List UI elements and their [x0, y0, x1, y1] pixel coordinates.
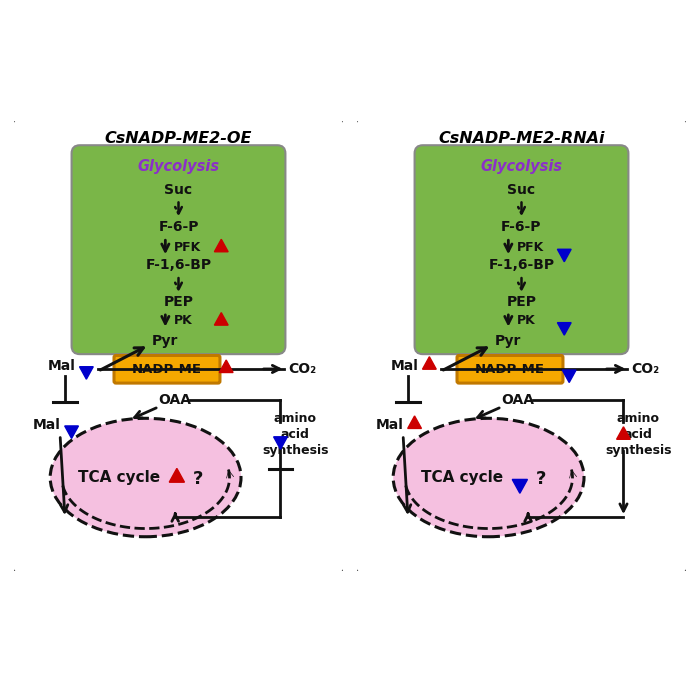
- Polygon shape: [219, 360, 233, 373]
- Text: Pyr: Pyr: [152, 334, 178, 348]
- Text: amino
acid
synthesis: amino acid synthesis: [605, 412, 671, 458]
- Text: Mal: Mal: [376, 418, 404, 432]
- Polygon shape: [557, 323, 571, 335]
- Ellipse shape: [50, 419, 241, 537]
- Text: TCA cycle: TCA cycle: [78, 470, 160, 485]
- Text: CsNADP-ME2-OE: CsNADP-ME2-OE: [105, 131, 252, 146]
- Text: Mal: Mal: [391, 359, 419, 373]
- Text: Suc: Suc: [164, 183, 193, 197]
- Polygon shape: [617, 427, 631, 439]
- Text: ?: ?: [193, 469, 204, 488]
- FancyBboxPatch shape: [457, 356, 563, 383]
- Text: PEP: PEP: [507, 295, 536, 309]
- Polygon shape: [274, 437, 288, 449]
- Text: F-6-P: F-6-P: [158, 221, 199, 234]
- Text: PFK: PFK: [517, 240, 544, 253]
- Text: Mal: Mal: [48, 359, 76, 373]
- Text: TCA cycle: TCA cycle: [421, 470, 503, 485]
- Text: CO₂: CO₂: [288, 362, 316, 376]
- Text: Suc: Suc: [508, 183, 536, 197]
- FancyBboxPatch shape: [71, 145, 286, 354]
- Text: Pyr: Pyr: [495, 334, 522, 348]
- Text: F-1,6-BP: F-1,6-BP: [489, 258, 554, 273]
- Ellipse shape: [393, 419, 584, 537]
- Polygon shape: [512, 479, 528, 493]
- Polygon shape: [562, 370, 576, 382]
- Text: Glycolysis: Glycolysis: [480, 159, 563, 174]
- Polygon shape: [423, 357, 436, 369]
- Text: PEP: PEP: [164, 295, 193, 309]
- FancyBboxPatch shape: [414, 145, 629, 354]
- Text: PK: PK: [174, 314, 192, 327]
- Text: ?: ?: [536, 469, 547, 488]
- Polygon shape: [407, 416, 421, 428]
- Text: amino
acid
synthesis: amino acid synthesis: [262, 412, 328, 458]
- Text: OAA: OAA: [159, 393, 192, 407]
- Polygon shape: [169, 469, 185, 482]
- Polygon shape: [214, 239, 228, 252]
- Text: CO₂: CO₂: [631, 362, 659, 376]
- Text: F-1,6-BP: F-1,6-BP: [146, 258, 211, 273]
- FancyBboxPatch shape: [355, 119, 688, 573]
- Polygon shape: [64, 426, 78, 438]
- FancyBboxPatch shape: [12, 119, 345, 573]
- Text: F-6-P: F-6-P: [501, 221, 542, 234]
- Text: CsNADP-ME2-RNAi: CsNADP-ME2-RNAi: [438, 131, 605, 146]
- Polygon shape: [80, 366, 93, 379]
- Text: NADP-ME: NADP-ME: [132, 363, 202, 376]
- Text: PFK: PFK: [174, 240, 201, 253]
- Polygon shape: [214, 312, 228, 325]
- Text: Mal: Mal: [33, 418, 61, 432]
- Text: OAA: OAA: [502, 393, 535, 407]
- Text: NADP-ME: NADP-ME: [475, 363, 545, 376]
- FancyBboxPatch shape: [114, 356, 220, 383]
- Text: PK: PK: [517, 314, 536, 327]
- Polygon shape: [557, 249, 571, 262]
- Text: Glycolysis: Glycolysis: [137, 159, 220, 174]
